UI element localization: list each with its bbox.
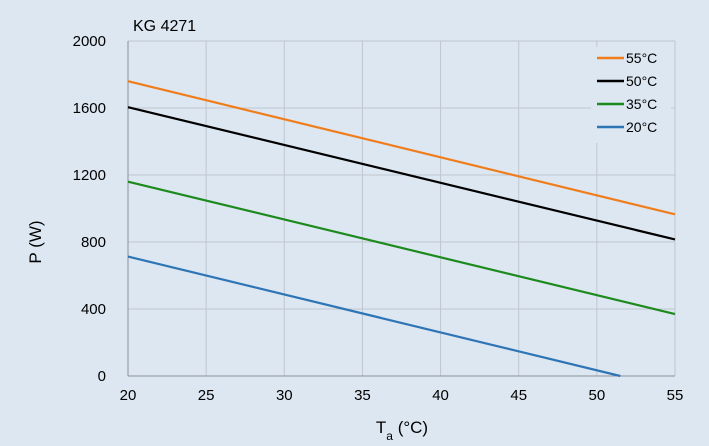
series-line xyxy=(127,255,621,378)
y-tick-label: 800 xyxy=(81,234,106,251)
y-tick-label: 1600 xyxy=(73,100,106,117)
y-tick-label: 0 xyxy=(98,368,106,385)
x-axis-title-main: T xyxy=(376,418,386,437)
legend-label: 35°C xyxy=(626,96,657,112)
x-tick-label: 40 xyxy=(432,387,449,404)
grid xyxy=(127,40,676,377)
legend-label: 20°C xyxy=(626,119,657,135)
chart-title: KG 4271 xyxy=(133,18,196,35)
x-tick-label: 55 xyxy=(667,387,684,404)
x-tick-label: 20 xyxy=(120,387,137,404)
legend-label: 50°C xyxy=(626,73,657,89)
y-axis-title: P (W) xyxy=(26,220,45,263)
x-axis-title: Ta (°C) xyxy=(376,418,428,443)
x-tick-label: 50 xyxy=(589,387,606,404)
plot-area xyxy=(128,41,675,376)
x-tick-label: 35 xyxy=(354,387,371,404)
x-tick-label: 30 xyxy=(276,387,293,404)
legend: 55°C 50°C 35°C 20°C xyxy=(591,47,671,143)
tick-labels: 20 25 30 35 40 45 50 55 0 400 800 1200 1600 2000 xyxy=(73,33,684,404)
y-tick-label: 1200 xyxy=(73,167,106,184)
x-axis-title-unit: (°C) xyxy=(393,418,428,437)
x-tick-label: 25 xyxy=(198,387,215,404)
x-axis-title-subscript: a xyxy=(386,429,393,443)
y-tick-label: 400 xyxy=(81,301,106,318)
series-line xyxy=(127,106,676,241)
legend-label: 55°C xyxy=(626,50,657,66)
x-tick-label: 45 xyxy=(510,387,527,404)
series-line xyxy=(127,80,676,216)
series-line xyxy=(127,180,676,316)
series-lines xyxy=(127,80,676,378)
y-tick-label: 2000 xyxy=(73,33,106,50)
